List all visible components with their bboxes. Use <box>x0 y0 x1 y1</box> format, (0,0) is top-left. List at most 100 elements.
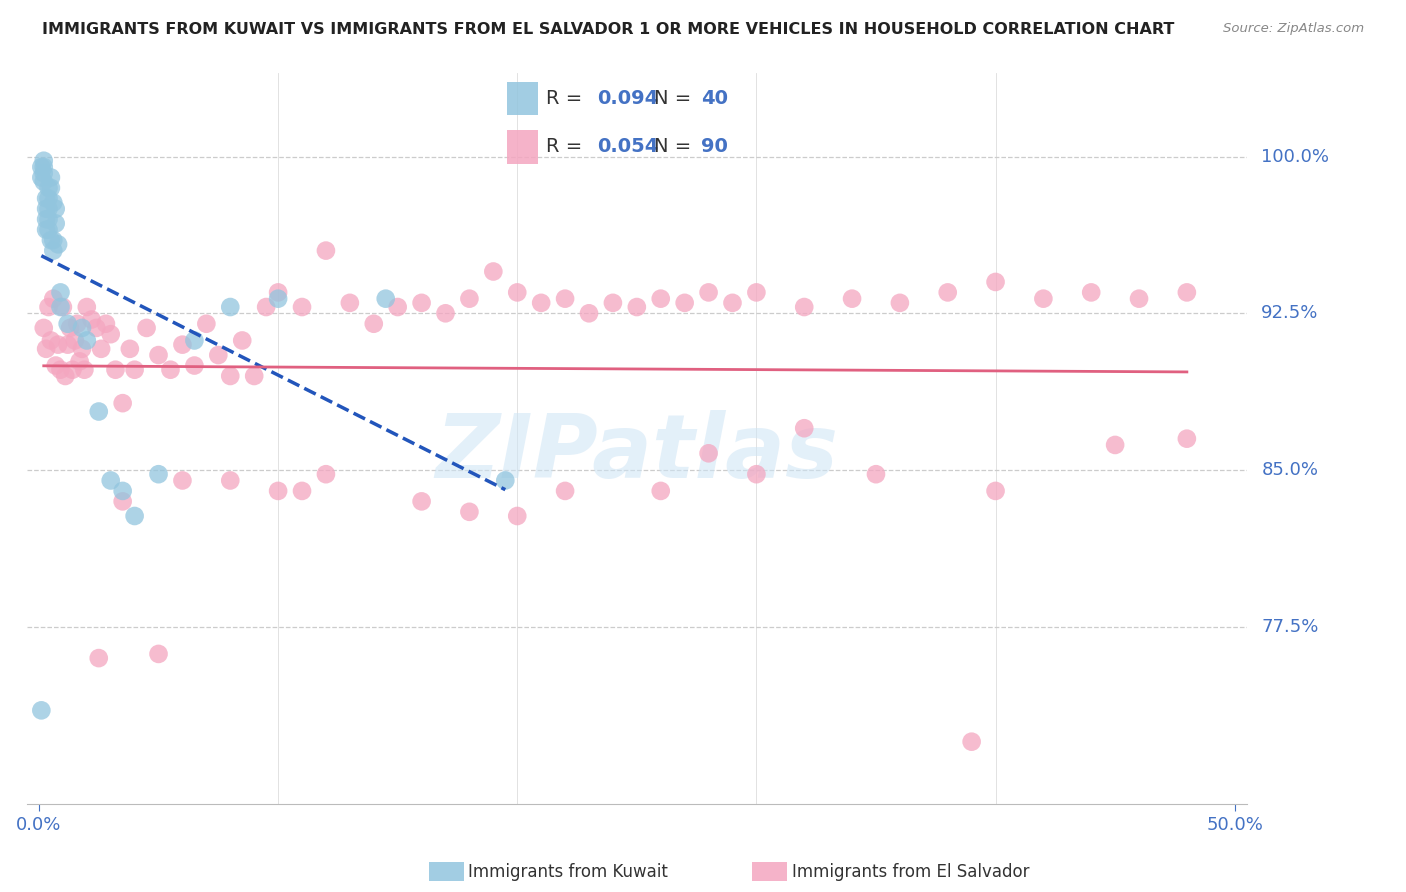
Point <box>62 362 84 376</box>
Point <box>32 175 55 189</box>
Point <box>650 292 672 306</box>
Text: 0.094: 0.094 <box>598 89 659 108</box>
Point <box>387 300 409 314</box>
Text: N =: N = <box>654 137 697 156</box>
Point <box>291 483 314 498</box>
Point <box>39 233 62 247</box>
Point <box>32 160 55 174</box>
Point <box>745 285 768 300</box>
Point <box>554 483 576 498</box>
Point <box>111 396 134 410</box>
Point <box>56 337 79 351</box>
Point <box>1175 285 1198 300</box>
Point <box>243 369 266 384</box>
Point <box>1080 285 1102 300</box>
Point <box>100 474 122 488</box>
Point <box>721 296 744 310</box>
Point <box>673 296 696 310</box>
Text: R =: R = <box>546 89 588 108</box>
Point <box>148 647 170 661</box>
Point <box>650 483 672 498</box>
Point <box>984 275 1007 289</box>
Point <box>841 292 863 306</box>
Point <box>70 342 93 356</box>
Point <box>49 285 72 300</box>
Point <box>76 300 98 314</box>
Text: ZIPatlas: ZIPatlas <box>436 409 838 497</box>
Point <box>554 292 576 306</box>
Point <box>118 342 141 356</box>
Point <box>936 285 959 300</box>
Point <box>172 474 194 488</box>
Point <box>42 244 65 258</box>
Point <box>49 362 72 376</box>
Point <box>434 306 457 320</box>
Point <box>339 296 361 310</box>
Point <box>80 312 103 326</box>
Point <box>86 321 108 335</box>
Text: 40: 40 <box>702 89 728 108</box>
Point <box>172 337 194 351</box>
Point <box>697 285 720 300</box>
Text: N =: N = <box>654 89 697 108</box>
Point <box>315 244 337 258</box>
Point <box>411 296 433 310</box>
Point <box>159 362 181 376</box>
Point <box>32 321 55 335</box>
Point <box>42 195 65 210</box>
Point <box>66 317 89 331</box>
Point <box>42 292 65 306</box>
Point <box>90 342 112 356</box>
Point <box>697 446 720 460</box>
Point <box>254 300 277 314</box>
Text: IMMIGRANTS FROM KUWAIT VS IMMIGRANTS FROM EL SALVADOR 1 OR MORE VEHICLES IN HOUS: IMMIGRANTS FROM KUWAIT VS IMMIGRANTS FRO… <box>42 22 1174 37</box>
Point <box>291 300 314 314</box>
Point <box>494 474 516 488</box>
Point <box>183 334 205 348</box>
Text: 77.5%: 77.5% <box>1261 618 1319 636</box>
Point <box>793 300 815 314</box>
Point <box>38 181 60 195</box>
Point <box>219 369 242 384</box>
Point <box>42 233 65 247</box>
Point <box>38 223 60 237</box>
Point <box>506 285 529 300</box>
Point <box>46 337 69 351</box>
Point <box>602 296 624 310</box>
Text: Immigrants from El Salvador: Immigrants from El Salvador <box>792 863 1029 881</box>
Point <box>124 508 146 523</box>
Point <box>70 321 93 335</box>
Point <box>1175 432 1198 446</box>
Point <box>39 181 62 195</box>
Point <box>52 300 75 314</box>
Point <box>87 651 110 665</box>
Point <box>183 359 205 373</box>
Point <box>207 348 229 362</box>
Point <box>45 359 67 373</box>
Point <box>411 494 433 508</box>
Point <box>745 467 768 482</box>
Point <box>76 334 98 348</box>
Point <box>148 467 170 482</box>
Point <box>87 404 110 418</box>
Text: 85.0%: 85.0% <box>1261 461 1319 479</box>
Point <box>56 317 79 331</box>
Point <box>111 483 134 498</box>
Point <box>793 421 815 435</box>
Text: 92.5%: 92.5% <box>1261 304 1319 322</box>
Point <box>59 321 82 335</box>
Point <box>45 216 67 230</box>
Point <box>458 505 481 519</box>
Point <box>865 467 887 482</box>
Point <box>38 300 60 314</box>
Point <box>35 191 58 205</box>
Point <box>39 170 62 185</box>
Point <box>30 703 52 717</box>
Point <box>32 166 55 180</box>
Point <box>135 321 157 335</box>
Point <box>38 202 60 216</box>
Point <box>363 317 385 331</box>
FancyBboxPatch shape <box>506 82 538 115</box>
Point <box>626 300 648 314</box>
Point <box>38 212 60 227</box>
